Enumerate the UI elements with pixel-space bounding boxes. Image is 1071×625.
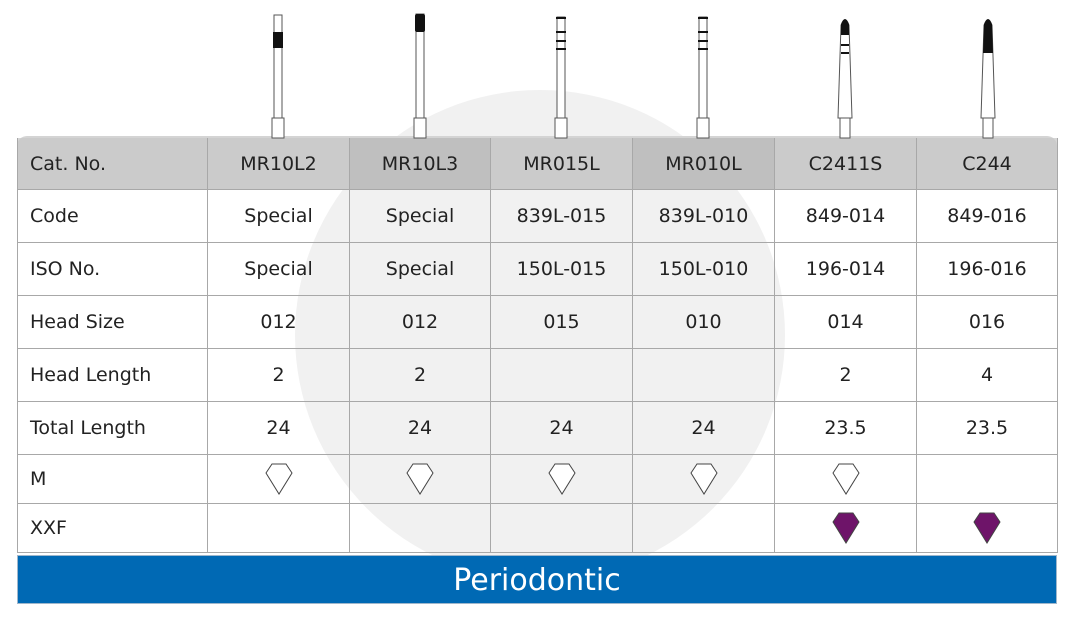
- cell: 4: [916, 348, 1058, 402]
- bur-mark: [556, 17, 566, 19]
- cell: 24: [349, 401, 491, 455]
- cat-no: C2411S: [774, 138, 917, 190]
- row-label: Head Size: [17, 295, 208, 349]
- bur-neck: [982, 117, 994, 139]
- cell: 014: [774, 295, 917, 349]
- cell: 2: [349, 348, 491, 402]
- category-banner: Periodontic: [17, 555, 1057, 604]
- cell: 010: [632, 295, 775, 349]
- bur-neck: [413, 117, 427, 139]
- grit-cell: [774, 503, 917, 553]
- cell: Special: [349, 189, 491, 243]
- bur-mark: [556, 48, 566, 50]
- row-label: Code: [17, 189, 208, 243]
- cat-no: MR10L2: [207, 138, 350, 190]
- cat-no: MR10L3: [349, 138, 491, 190]
- outline-diamond-icon: [406, 463, 434, 495]
- cat-no: MR010L: [632, 138, 775, 190]
- table-row: Code Special Special 839L-015 839L-010 849-01…: [17, 189, 1058, 243]
- cell: 2: [774, 348, 917, 402]
- outline-diamond-icon: [264, 463, 293, 495]
- cell: 839L-015: [490, 189, 633, 243]
- bur-mark: [698, 40, 708, 42]
- purple-diamond-icon: [973, 512, 1001, 544]
- row-label: M: [17, 454, 208, 504]
- cell: [632, 348, 775, 402]
- cell: 24: [207, 401, 350, 455]
- cell: 150L-010: [632, 242, 775, 296]
- table-row: Head Size 012 012 015 010 014 016: [17, 295, 1058, 349]
- grit-cell: [349, 454, 491, 504]
- cell: 150L-015: [490, 242, 633, 296]
- bur-head: [415, 14, 425, 32]
- bur-mark: [698, 48, 708, 50]
- header-row: Cat. No. MR10L2 MR10L3 MR015L MR010L C24…: [17, 138, 1058, 190]
- cell: 196-014: [774, 242, 917, 296]
- cat-no: MR015L: [490, 138, 633, 190]
- grit-cell: [207, 503, 350, 553]
- grit-cell: [632, 503, 775, 553]
- outline-diamond-icon: [689, 463, 718, 495]
- outline-diamond-icon: [547, 463, 576, 495]
- cell: Special: [207, 189, 350, 243]
- bur-neck: [839, 117, 851, 139]
- row-label: ISO No.: [17, 242, 208, 296]
- grit-cell: [774, 454, 917, 504]
- table-row: Total Length 24 24 24 24 23.5 23.5: [17, 401, 1058, 455]
- cell: Special: [349, 242, 491, 296]
- bur-neck: [696, 117, 710, 139]
- cell: 24: [632, 401, 775, 455]
- outline-diamond-icon: [831, 463, 860, 495]
- grit-row: M: [17, 454, 1058, 504]
- cell: 2: [207, 348, 350, 402]
- bur-mark: [841, 52, 849, 54]
- grit-cell: [632, 454, 775, 504]
- product-table: Cat. No. MR10L2 MR10L3 MR015L MR010L C24…: [17, 138, 1058, 553]
- bur-neck: [554, 117, 568, 139]
- cell: 23.5: [916, 401, 1058, 455]
- bur-illustrations: [271, 13, 996, 139]
- bur-mark: [556, 31, 566, 33]
- cell: 849-014: [774, 189, 917, 243]
- cell: 849-016: [916, 189, 1058, 243]
- row-label: Head Length: [17, 348, 208, 402]
- bur-mark: [841, 44, 849, 46]
- cell: [490, 348, 633, 402]
- cell: Special: [207, 242, 350, 296]
- grit-cell: [490, 503, 633, 553]
- table-row: ISO No. Special Special 150L-015 150L-010 196…: [17, 242, 1058, 296]
- bur-head: [273, 32, 283, 48]
- bur-mark: [698, 17, 708, 19]
- cat-no: C244: [916, 138, 1058, 190]
- cell: 016: [916, 295, 1058, 349]
- bur-neck: [271, 117, 285, 139]
- cell: 012: [207, 295, 350, 349]
- table-row: Head Length 2 2 2 4: [17, 348, 1058, 402]
- bur-head: [983, 19, 993, 53]
- grit-cell: [490, 454, 633, 504]
- bur-shank: [273, 14, 283, 120]
- cell: 839L-010: [632, 189, 775, 243]
- row-label: Total Length: [17, 401, 208, 455]
- cell: 23.5: [774, 401, 917, 455]
- header-label: Cat. No.: [17, 138, 208, 190]
- bur-shank: [837, 24, 853, 119]
- bur-head: [841, 19, 849, 35]
- grit-cell: [207, 454, 350, 504]
- bur-mark: [698, 31, 708, 33]
- purple-diamond-icon: [831, 512, 860, 544]
- grit-row: XXF: [17, 503, 1058, 553]
- cell: 196-016: [916, 242, 1058, 296]
- bur-mark: [556, 40, 566, 42]
- cell: 015: [490, 295, 633, 349]
- grit-cell: [916, 454, 1058, 504]
- cell: 24: [490, 401, 633, 455]
- cell: 012: [349, 295, 491, 349]
- grit-cell: [349, 503, 491, 553]
- grit-cell: [916, 503, 1058, 553]
- row-label: XXF: [17, 503, 208, 553]
